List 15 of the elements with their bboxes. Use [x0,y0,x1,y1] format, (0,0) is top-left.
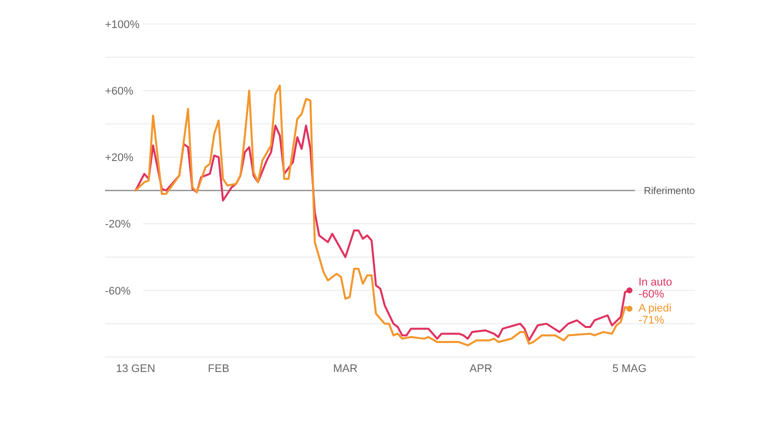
y-tick-label: +100% [105,18,140,31]
x-tick-label: 5 MAG [612,363,647,375]
x-tick-label: FEB [208,363,230,375]
y-tick-label: +60% [105,85,134,98]
y-tick-label: -20% [105,218,131,231]
y-tick-label: +20% [105,152,134,164]
x-tick-label: APR [470,363,492,375]
series-label: A piedi [638,302,672,315]
ref-line-label: Riferimento [644,186,696,197]
data-label: -60% [638,288,664,300]
y-tick-label: -60% [105,285,131,298]
data-label: -71% [638,314,664,327]
series-label: In auto [638,276,672,288]
x-tick-label: 13 GEN [116,363,156,375]
x-tick-label: MAR [333,363,358,375]
